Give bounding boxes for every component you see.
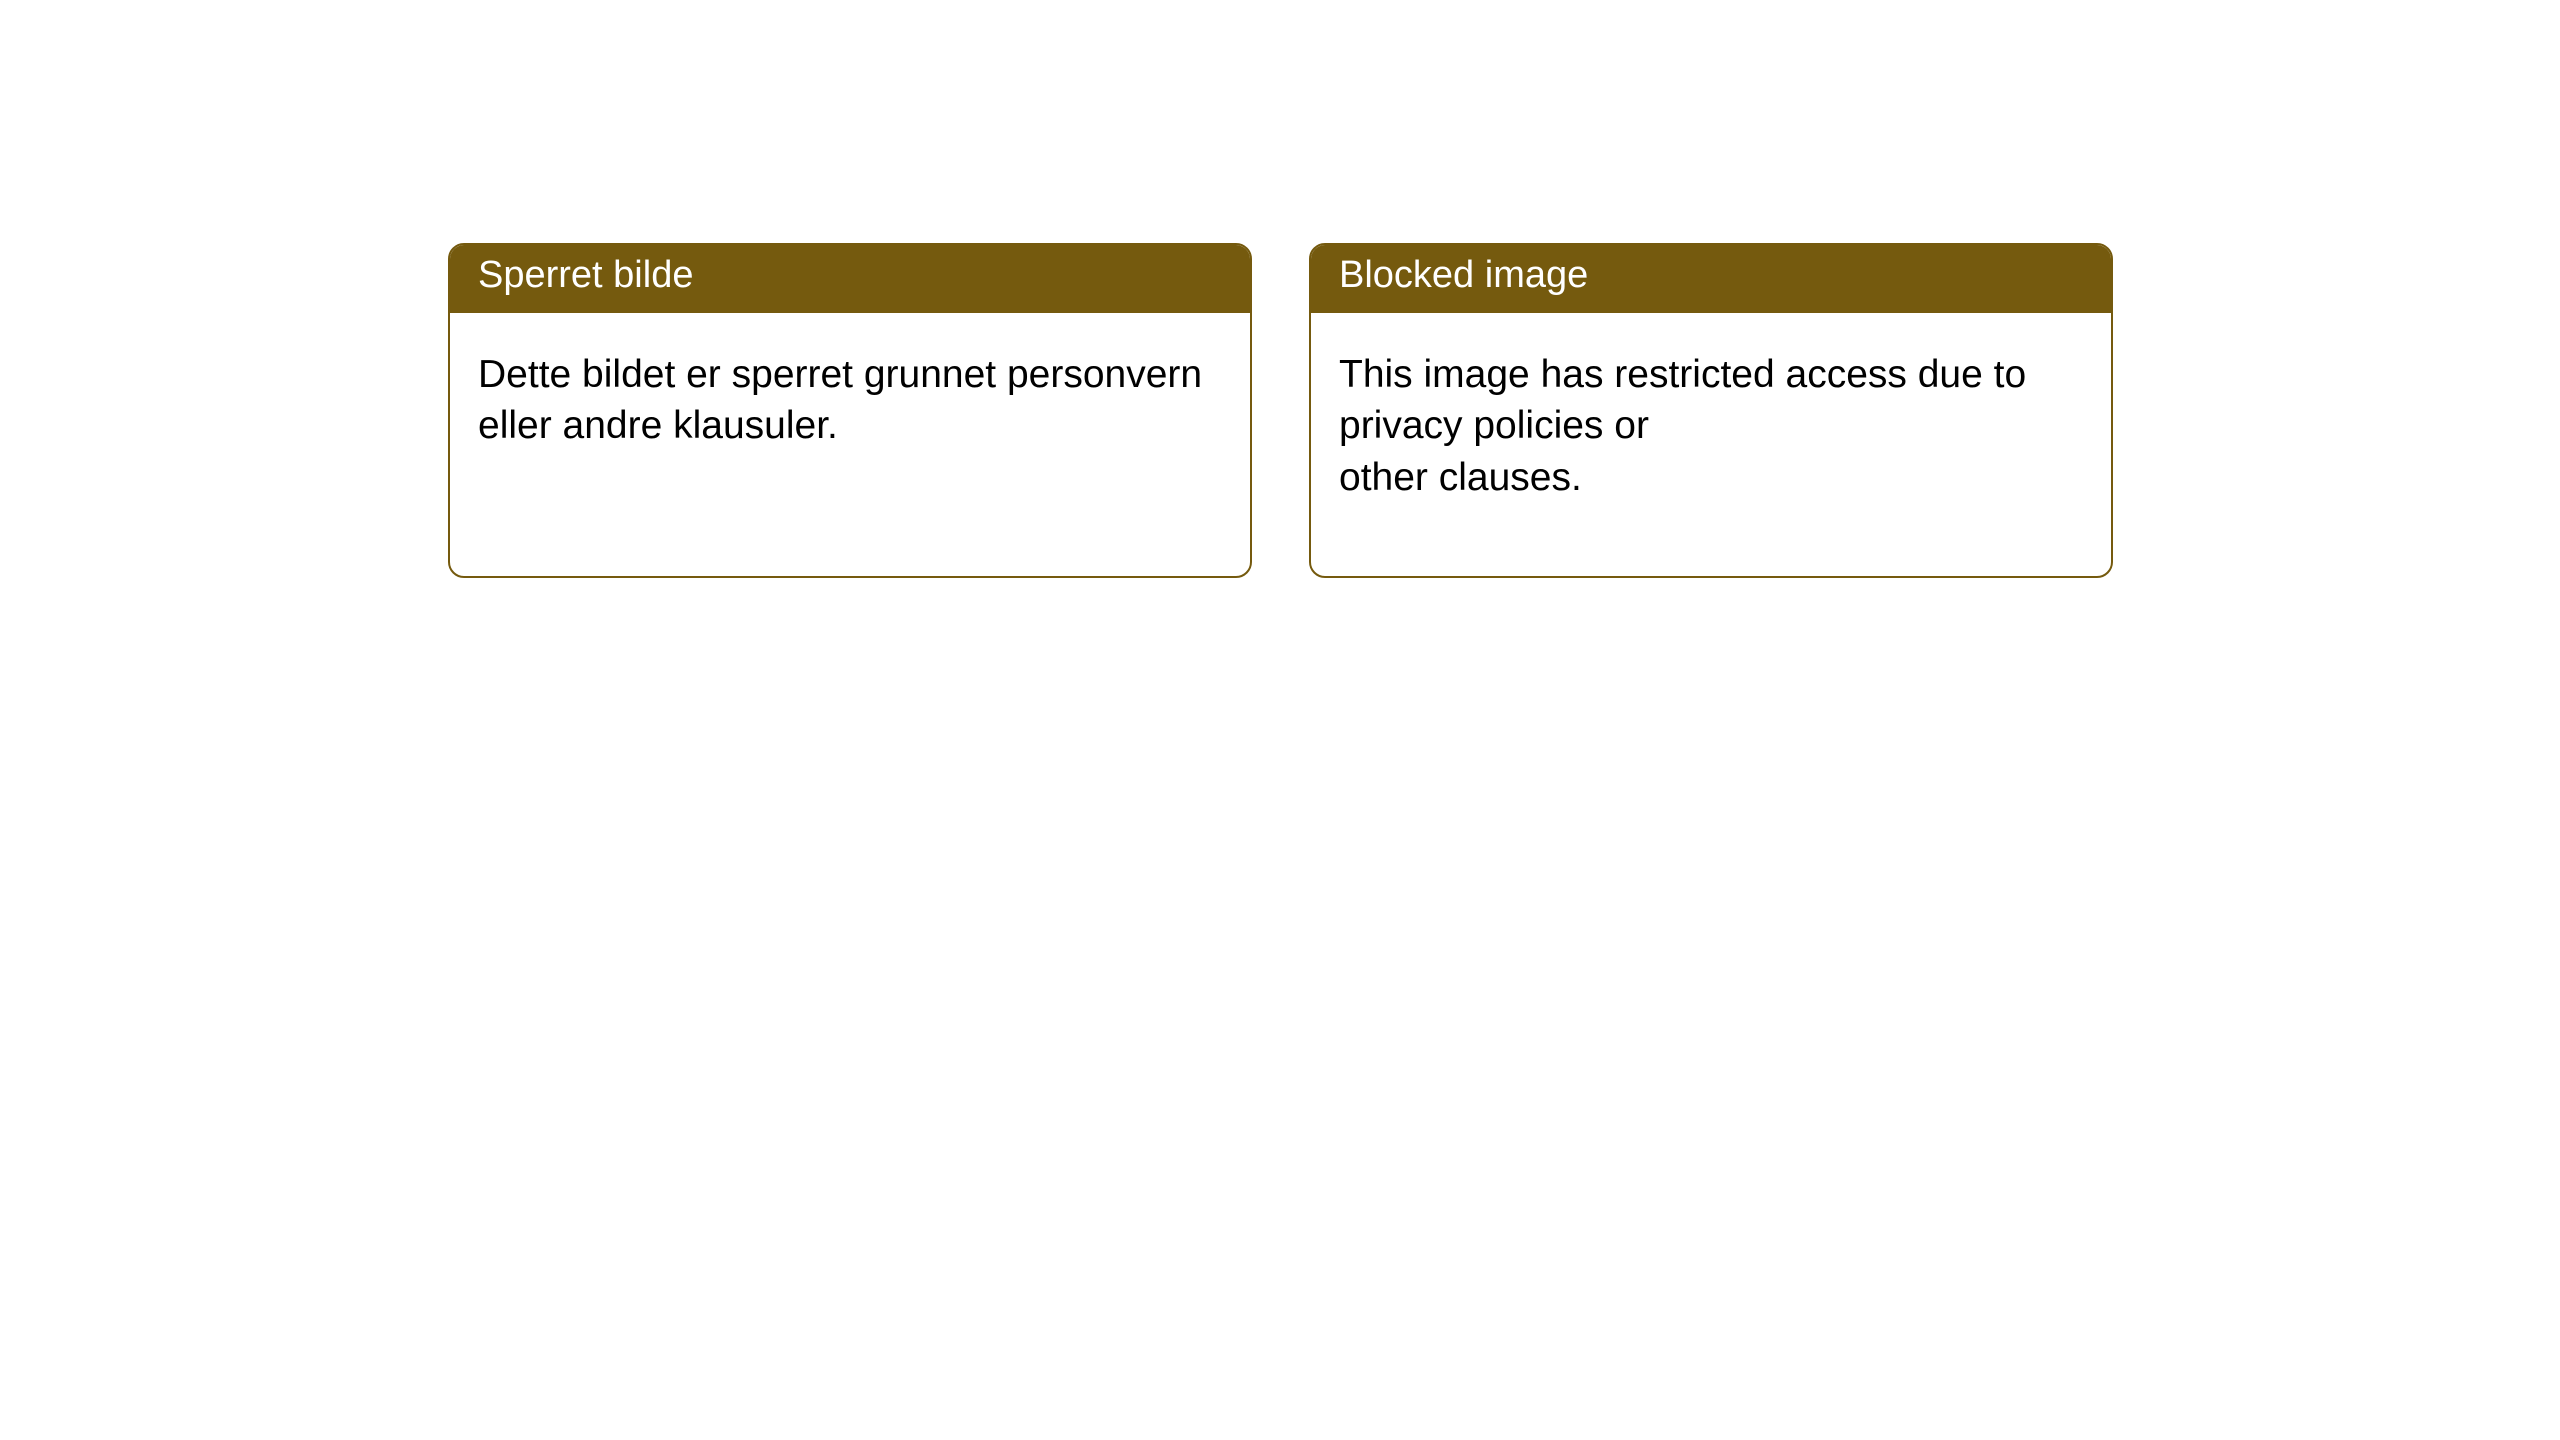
notice-header-english: Blocked image — [1311, 245, 2111, 313]
notice-card-norwegian: Sperret bilde Dette bildet er sperret gr… — [448, 243, 1252, 578]
notice-header-norwegian: Sperret bilde — [450, 245, 1250, 313]
notice-card-english: Blocked image This image has restricted … — [1309, 243, 2113, 578]
notice-body-norwegian: Dette bildet er sperret grunnet personve… — [450, 313, 1250, 488]
notice-body-english: This image has restricted access due to … — [1311, 313, 2111, 539]
notice-container: Sperret bilde Dette bildet er sperret gr… — [448, 243, 2113, 578]
